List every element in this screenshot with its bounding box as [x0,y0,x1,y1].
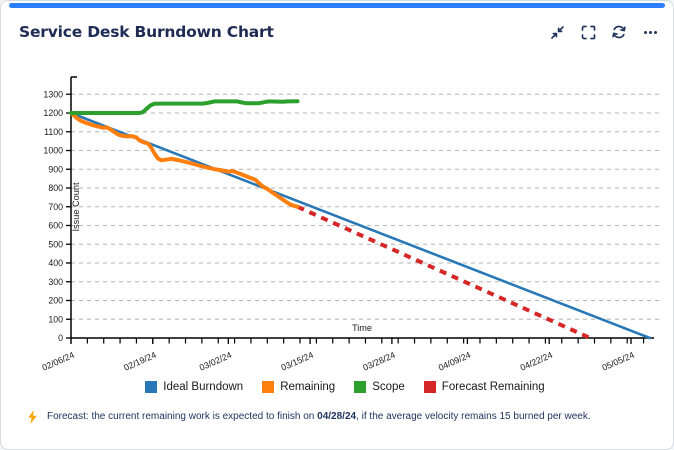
refresh-button[interactable] [610,23,628,41]
x-tick-label: 04/22/24 [519,350,554,373]
legend-item-ideal-burndown[interactable]: Ideal Burndown [145,381,243,393]
fullscreen-button[interactable] [579,23,597,41]
y-tick-label: 1200 [43,108,63,118]
collapse-button[interactable] [548,23,566,41]
legend-item-scope[interactable]: Scope [354,381,405,393]
y-tick-label: 200 [48,296,63,306]
x-tick-label: 03/28/24 [361,350,396,373]
ideal-burndown-swatch [145,381,158,393]
legend-label: Remaining [280,381,336,393]
x-tick-label: 02/06/24 [40,350,75,373]
y-tick-label: 600 [48,221,63,231]
series-ideal-burndown-line [69,111,652,340]
legend-label: Ideal Burndown [163,381,244,393]
legend-label: Forecast Remaining [441,381,545,393]
y-tick-label: 1000 [43,146,63,156]
legend-item-remaining[interactable]: Remaining [262,381,335,393]
y-tick-label: 500 [48,239,63,249]
x-tick-label: 03/02/24 [198,350,233,373]
series-forecast-remaining-line [296,204,591,340]
page-title: Service Desk Burndown Chart [19,23,274,41]
fullscreen-icon [581,25,595,39]
forecast-note: Forecast: the current remaining work is … [27,410,665,424]
forecast-remaining-swatch [423,381,436,393]
x-tick-label: 04/09/24 [437,350,472,373]
card-accent-bar [9,3,665,8]
forecast-finish-date: 04/28/24 [317,411,357,422]
y-tick-label: 400 [48,258,63,268]
y-tick-label: 300 [48,277,63,287]
more-options-button[interactable] [641,23,659,41]
series-scope-line [69,99,300,115]
forecast-note-text: Forecast: the current remaining work is … [47,411,591,422]
x-tick-label: 03/15/24 [280,350,315,373]
x-axis-title: Time [352,323,372,333]
legend-item-forecast-remaining[interactable]: Forecast Remaining [423,381,545,393]
burndown-chart[interactable]: 0 100 200 300 400 500 600 700 800 900 1000 1100 1200… [1,59,673,374]
refresh-icon [612,25,626,39]
y-tick-label: 1100 [44,127,63,137]
y-tick-label: 900 [48,164,63,174]
chart-legend: Ideal Burndown Remaining Scope Forecast Rem… [1,381,673,393]
scope-swatch [354,381,367,393]
y-tick-label: 700 [48,202,63,212]
toolbar [548,23,659,41]
y-tick-label: 800 [48,183,63,193]
series-remaining-line [69,111,300,209]
burndown-chart-canvas: 0 100 200 300 400 500 600 700 800 900 1000 1100 1200… [40,76,659,373]
remaining-swatch [262,381,275,393]
lightning-bolt-icon [28,410,37,424]
y-tick-label: 100 [48,314,63,324]
y-axis-title: Issue Count [71,182,81,231]
x-tick-label: 05/05/24 [600,350,635,373]
y-tick-label: 0 [58,333,63,343]
collapse-icon [550,25,564,39]
legend-label: Scope [372,381,405,393]
x-tick-label: 02/19/24 [122,350,157,373]
card-header: Service Desk Burndown Chart [19,19,659,45]
more-options-icon [643,30,657,34]
y-tick-label: 1300 [43,89,63,99]
